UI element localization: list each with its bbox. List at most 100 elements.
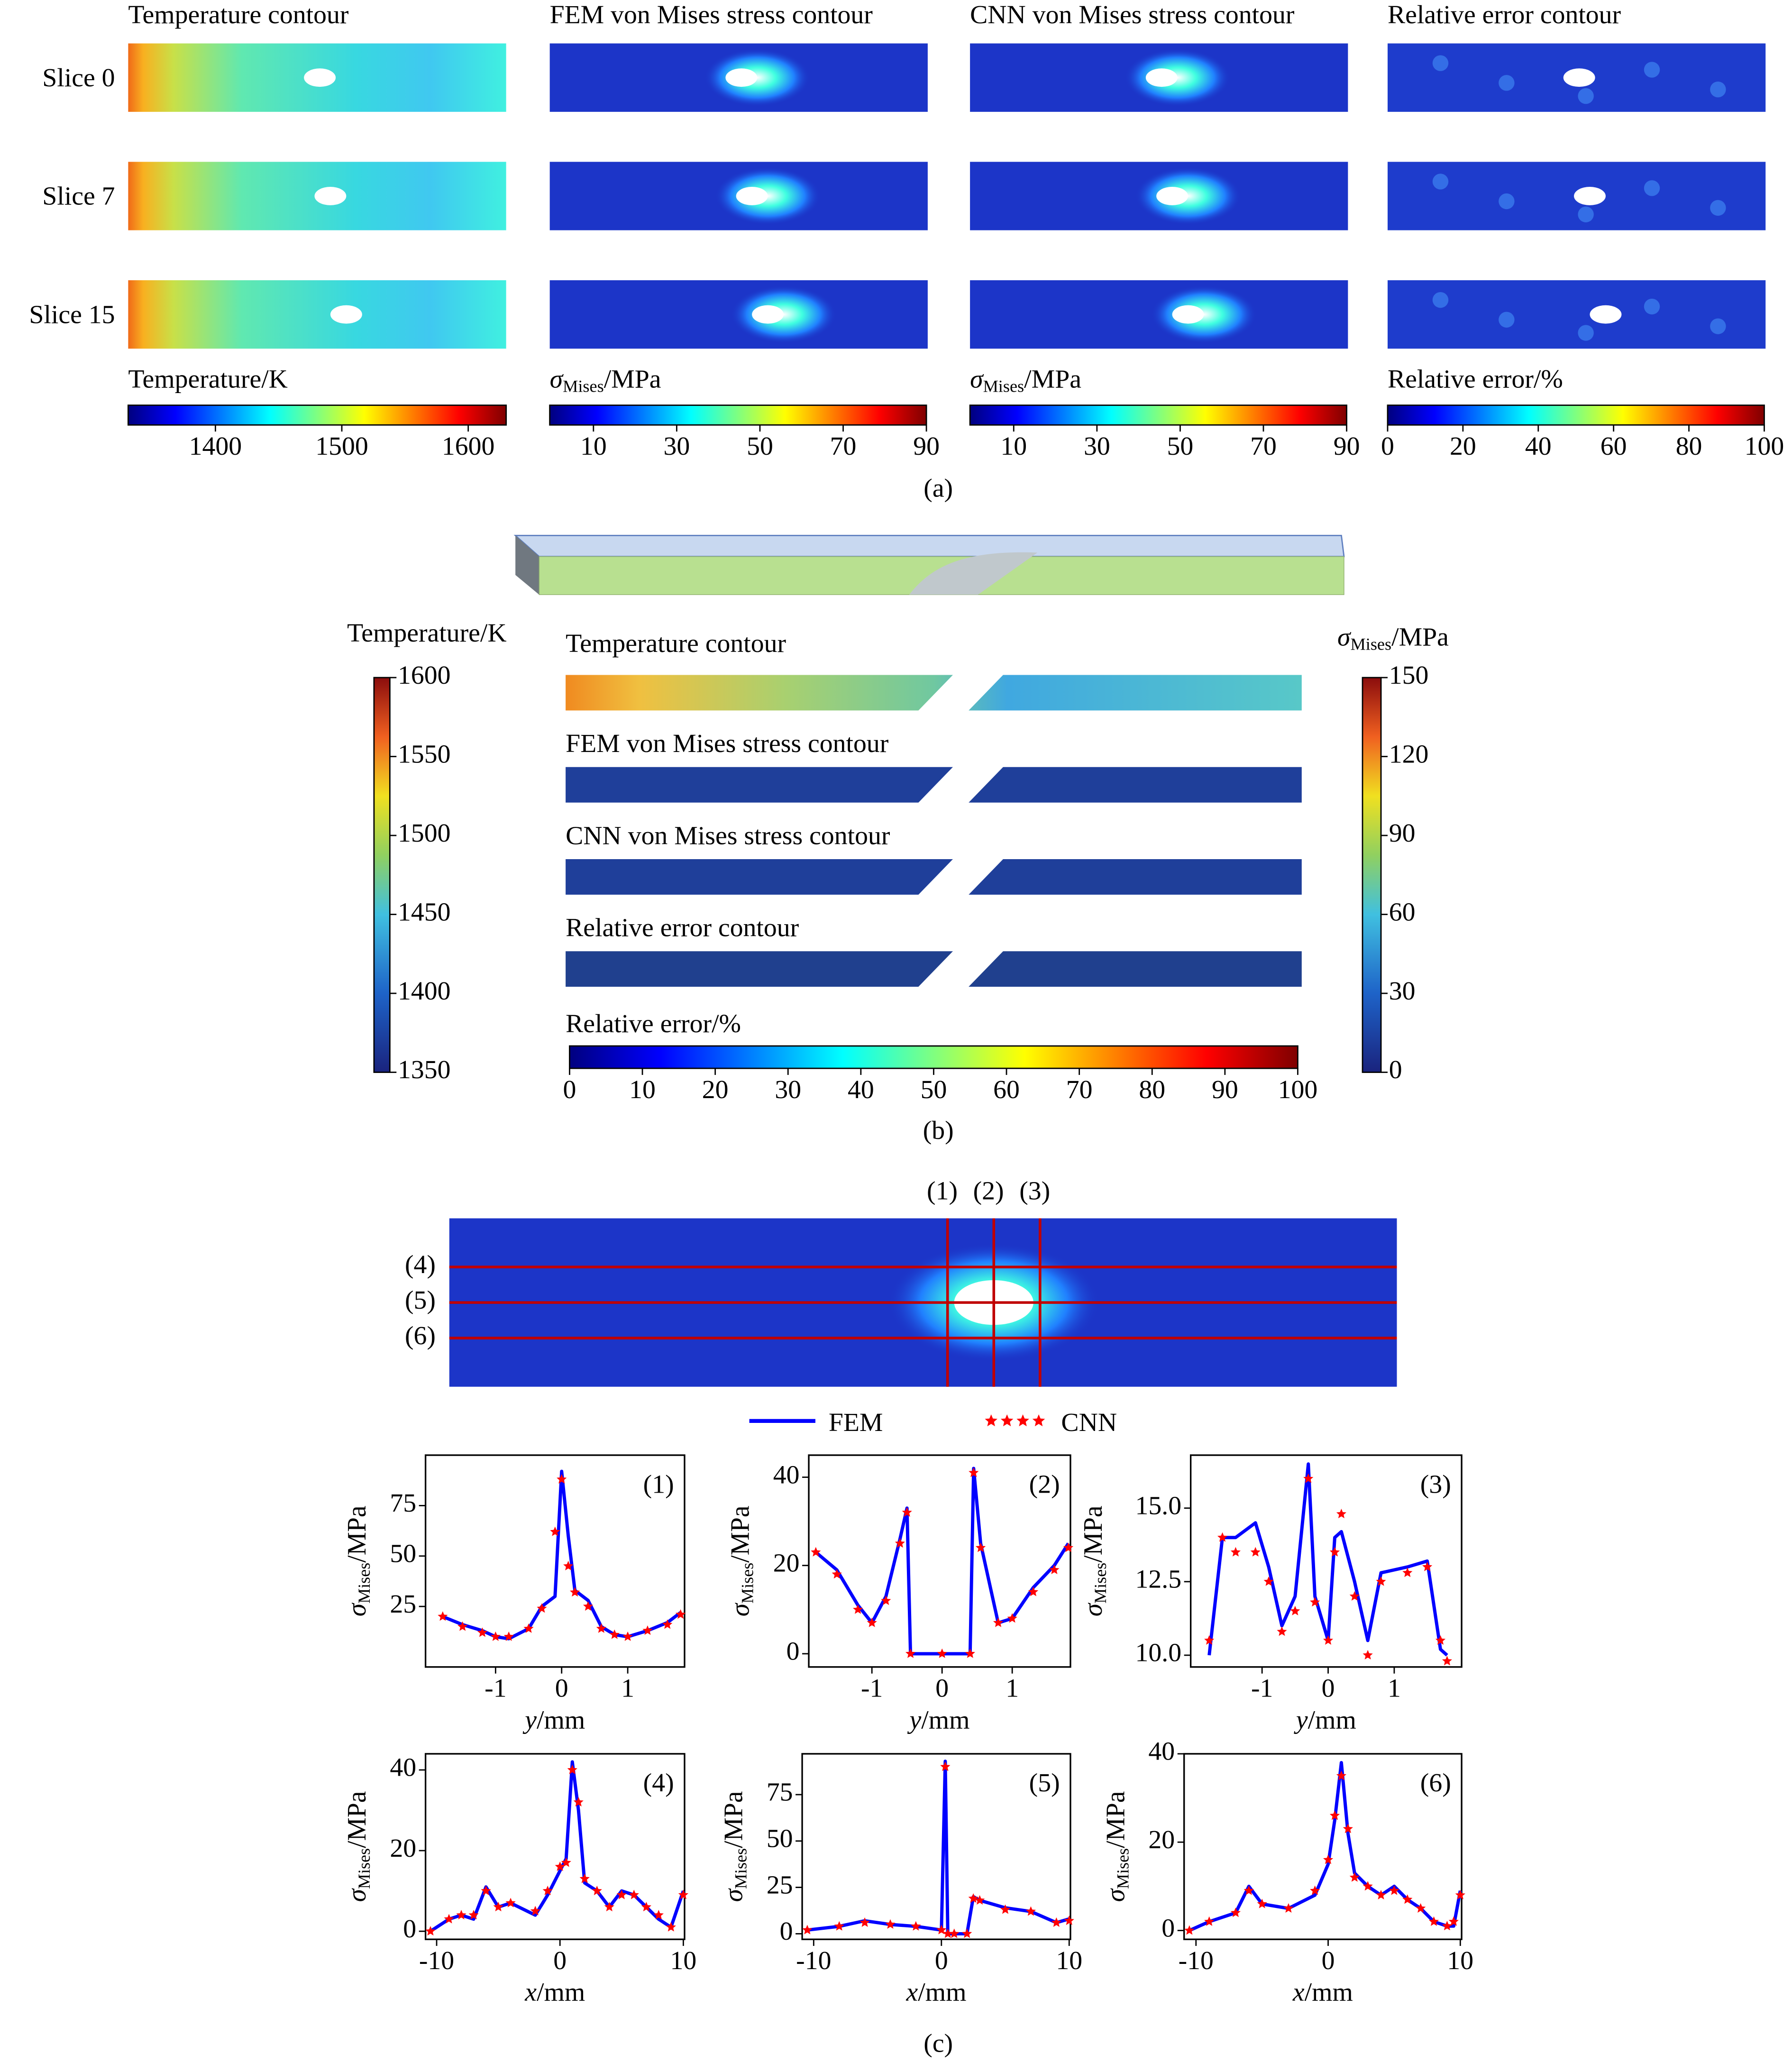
x-tick-label: 0: [555, 1674, 568, 1703]
cnn-marker: [895, 1538, 905, 1548]
fem-line: [807, 1760, 1070, 1935]
symbol: σ: [342, 1888, 372, 1902]
unit: /MPa: [1024, 365, 1081, 394]
cnn-marker: [503, 1631, 514, 1641]
colorbar-label: Temperature/K: [128, 365, 288, 394]
error-spot: [1710, 82, 1726, 98]
axes-frame: [424, 1454, 686, 1668]
cnn-marker: [1435, 1635, 1446, 1645]
hole: [304, 68, 336, 87]
section-label: (1): [927, 1176, 958, 1206]
cnn-marker: [563, 1560, 574, 1571]
x-tick-label: 0: [1322, 1946, 1335, 1975]
subplot-label: (2): [1029, 1469, 1060, 1499]
axes-frame: [801, 1753, 1071, 1940]
cnn-marker: [1428, 1916, 1439, 1926]
cnn-marker: [678, 1889, 688, 1899]
x-tick-label: 0: [553, 1946, 567, 1975]
cnn-marker: [902, 1507, 912, 1517]
cnn-marker: [653, 1910, 664, 1920]
fem-line: [430, 1760, 685, 1933]
colorbar-label: Relative error/%: [1388, 365, 1563, 394]
contour-title: FEM von Mises stress contour: [566, 729, 889, 758]
cnn-marker: [1217, 1532, 1228, 1542]
subscript: Mises: [1351, 635, 1392, 654]
error-spot: [1644, 298, 1660, 315]
row-label: Slice 7: [42, 182, 115, 211]
subscript: Mises: [983, 377, 1024, 396]
sigma-label: σMises/MPa: [725, 1505, 757, 1616]
cnn-marker: [1329, 1810, 1340, 1820]
cnn-marker: [1323, 1854, 1334, 1864]
column-title: Temperature contour: [128, 0, 348, 29]
error-spot: [1578, 88, 1594, 104]
colorbar-tick-label: 10: [629, 1075, 656, 1104]
subscript: Mises: [355, 1848, 374, 1889]
cnn-marker: [1303, 1473, 1314, 1483]
cnn-marker: [940, 1761, 951, 1771]
cnn-marker: [937, 1648, 947, 1658]
colorbar: [1362, 677, 1382, 1073]
subscript: Mises: [1113, 1848, 1132, 1889]
cnn-marker: [1290, 1605, 1300, 1615]
symbol: σ: [1079, 1602, 1108, 1616]
error-spot: [1710, 318, 1726, 334]
sigma-label: σMises/MPa: [342, 1791, 374, 1902]
subscript: Mises: [731, 1848, 750, 1889]
y-tick-label: 20: [1148, 1825, 1175, 1854]
cnn-marker: [1442, 1656, 1453, 1666]
colorbar-tick-label: 0: [1389, 1055, 1402, 1084]
cnn-marker: [1389, 1885, 1399, 1895]
contour: [1387, 280, 1766, 349]
colorbar-tick-label: 50: [1167, 431, 1194, 461]
error-spot: [1644, 62, 1660, 78]
hole-gap: [917, 858, 1005, 896]
x-tick-label: -10: [419, 1946, 454, 1975]
section-label: (3): [1019, 1176, 1050, 1206]
cnn-marker: [1230, 1907, 1241, 1917]
cnn-marker: [1422, 1561, 1433, 1571]
subscript: Mises: [355, 1563, 374, 1604]
cnn-marker: [567, 1764, 577, 1774]
hole: [1172, 305, 1204, 324]
row-label: Slice 15: [29, 300, 115, 330]
colorbar: [569, 1045, 1298, 1069]
error-spot: [1499, 312, 1515, 328]
cnn-marker: [477, 1627, 488, 1637]
colorbar-tick-label: 90: [1212, 1075, 1238, 1104]
x-tick-label: 0: [1322, 1674, 1335, 1703]
cnn-marker: [985, 1414, 997, 1427]
symbol: σ: [1101, 1888, 1130, 1902]
cnn-marker: [676, 1609, 686, 1619]
colorbar-tick-label: 90: [913, 431, 940, 461]
colorbar-tick-label: 30: [664, 431, 690, 461]
panel-label: (a): [923, 474, 953, 503]
x-var: x: [524, 1978, 537, 2007]
x-axis-label: y/mm: [907, 1705, 970, 1734]
subplot-label: (5): [1029, 1768, 1060, 1797]
section-label: (2): [973, 1176, 1004, 1206]
cnn-marker: [622, 1631, 633, 1641]
x-tick-label: 1: [621, 1674, 634, 1703]
y-tick-label: 20: [773, 1549, 800, 1578]
cnn-marker: [905, 1648, 916, 1658]
cnn-marker: [1000, 1904, 1011, 1914]
cnn-marker: [490, 1631, 501, 1641]
colorbar-tick-label: 20: [1450, 431, 1476, 461]
y-tick-label: 50: [390, 1539, 416, 1568]
colorbar-tick-label: 1600: [398, 660, 450, 690]
column-title: CNN von Mises stress contour: [970, 0, 1295, 29]
colorbar: [549, 404, 927, 426]
x-axis-label: x/mm: [524, 1978, 585, 2007]
y-tick-label: 0: [780, 1916, 793, 1946]
x-unit: /mm: [537, 1978, 585, 2007]
fem-line: [1189, 1761, 1462, 1932]
contour-title: CNN von Mises stress contour: [566, 821, 890, 850]
cnn-marker: [859, 1917, 870, 1927]
cnn-marker: [1204, 1916, 1215, 1926]
colorbar-tick-label: 30: [775, 1075, 801, 1104]
cnn-marker: [1362, 1881, 1373, 1891]
cnn-marker: [561, 1857, 571, 1867]
cnn-marker: [936, 1925, 947, 1935]
cnn-marker: [969, 1467, 979, 1477]
